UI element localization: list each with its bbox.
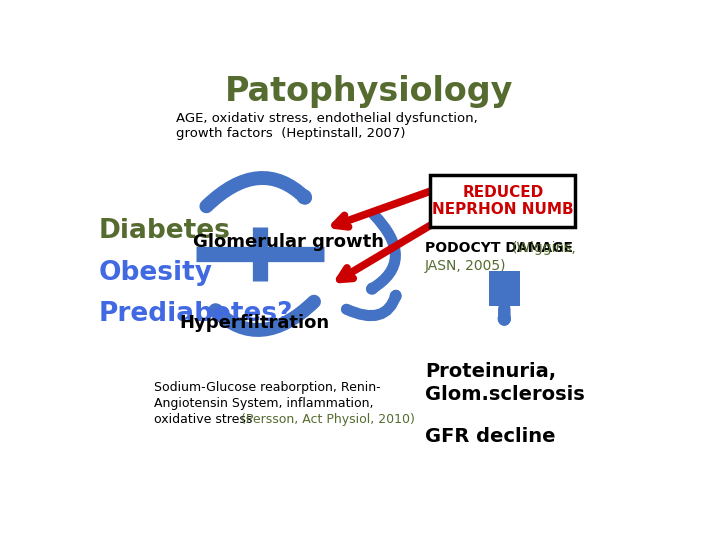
Text: Proteinuria,
Glom.sclerosis: Proteinuria, Glom.sclerosis xyxy=(425,362,585,404)
Text: (Persson, Act Physiol, 2010): (Persson, Act Physiol, 2010) xyxy=(240,413,415,426)
Text: JASN, 2005): JASN, 2005) xyxy=(425,259,506,273)
Text: Glomerular growth: Glomerular growth xyxy=(192,233,384,251)
FancyArrowPatch shape xyxy=(207,178,305,206)
Text: Obesity: Obesity xyxy=(99,260,212,286)
Text: AGE, oxidativ stress, endothelial dysfunction,: AGE, oxidativ stress, endothelial dysfun… xyxy=(176,112,478,125)
FancyArrowPatch shape xyxy=(260,238,261,247)
Text: growth factors  (Heptinstall, 2007): growth factors (Heptinstall, 2007) xyxy=(176,127,406,140)
Bar xyxy=(489,271,520,306)
FancyArrowPatch shape xyxy=(260,261,261,269)
Text: (Wiggins,: (Wiggins, xyxy=(511,241,576,255)
FancyArrowPatch shape xyxy=(274,253,314,254)
FancyArrowPatch shape xyxy=(372,214,395,289)
FancyArrowPatch shape xyxy=(215,302,314,330)
Text: Prediabetes?: Prediabetes? xyxy=(99,301,293,327)
Text: Sodium-Glucose reaborption, Renin-: Sodium-Glucose reaborption, Renin- xyxy=(154,381,381,394)
FancyArrowPatch shape xyxy=(504,309,505,320)
Text: GFR decline: GFR decline xyxy=(425,428,555,447)
Text: PODOCYT DAMAGE: PODOCYT DAMAGE xyxy=(425,241,573,255)
Text: Hyperfiltration: Hyperfiltration xyxy=(179,314,330,332)
Text: Patophysiology: Patophysiology xyxy=(225,75,513,109)
Text: Diabetes: Diabetes xyxy=(99,218,230,244)
Text: REDUCED
NEPRHON NUMB: REDUCED NEPRHON NUMB xyxy=(432,185,574,217)
FancyArrowPatch shape xyxy=(207,253,246,254)
Text: oxidative stress: oxidative stress xyxy=(154,413,253,426)
FancyBboxPatch shape xyxy=(431,175,575,227)
FancyArrowPatch shape xyxy=(346,295,396,316)
Text: Angiotensin System, inflammation,: Angiotensin System, inflammation, xyxy=(154,397,374,410)
